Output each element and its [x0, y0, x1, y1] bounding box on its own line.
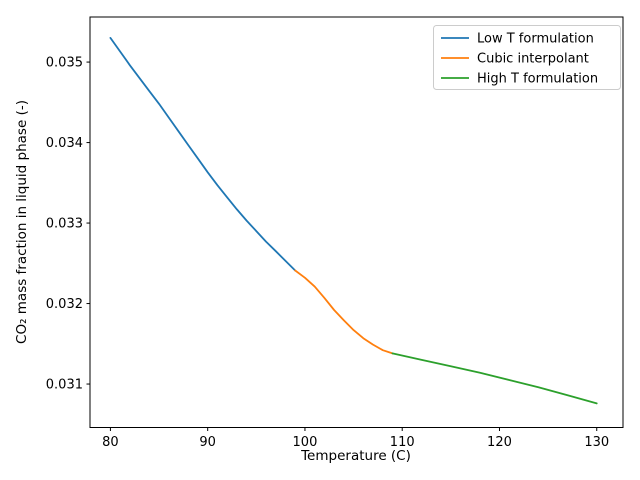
x-tick-label: 80 [102, 435, 119, 450]
legend-label-2: High T formulation [477, 72, 598, 87]
y-tick-label: 0.032 [46, 297, 83, 312]
series-line-0 [109, 37, 297, 272]
series-layer [109, 37, 598, 405]
y-tick-label: 0.034 [46, 136, 83, 151]
x-tick-label: 120 [487, 435, 512, 450]
legend-frame [433, 25, 621, 90]
x-tick-label: 130 [584, 435, 609, 450]
legend-label-0: Low T formulation [477, 32, 594, 47]
plot-spines [89, 16, 624, 428]
x-axis-label: Temperature (C) [300, 448, 411, 464]
y-tick-label: 0.035 [46, 56, 83, 71]
x-tick-label: 110 [390, 435, 415, 450]
series-line-1 [294, 269, 394, 355]
legend: Low T formulation Cubic interpolant High T… [433, 25, 621, 90]
legend-label-1: Cubic interpolant [477, 52, 589, 67]
series-line-2 [391, 352, 598, 405]
x-tick-label: 100 [293, 435, 318, 450]
axes-layer: 80 90 100 110 120 130 0.031 0.032 0.033 0.034 0.03… [46, 16, 624, 450]
y-tick-label: 0.031 [46, 378, 83, 393]
y-tick-label: 0.033 [46, 217, 83, 232]
x-tick-label: 90 [199, 435, 216, 450]
y-axis-label: CO₂ mass fraction in liquid phase (-) [14, 100, 30, 344]
